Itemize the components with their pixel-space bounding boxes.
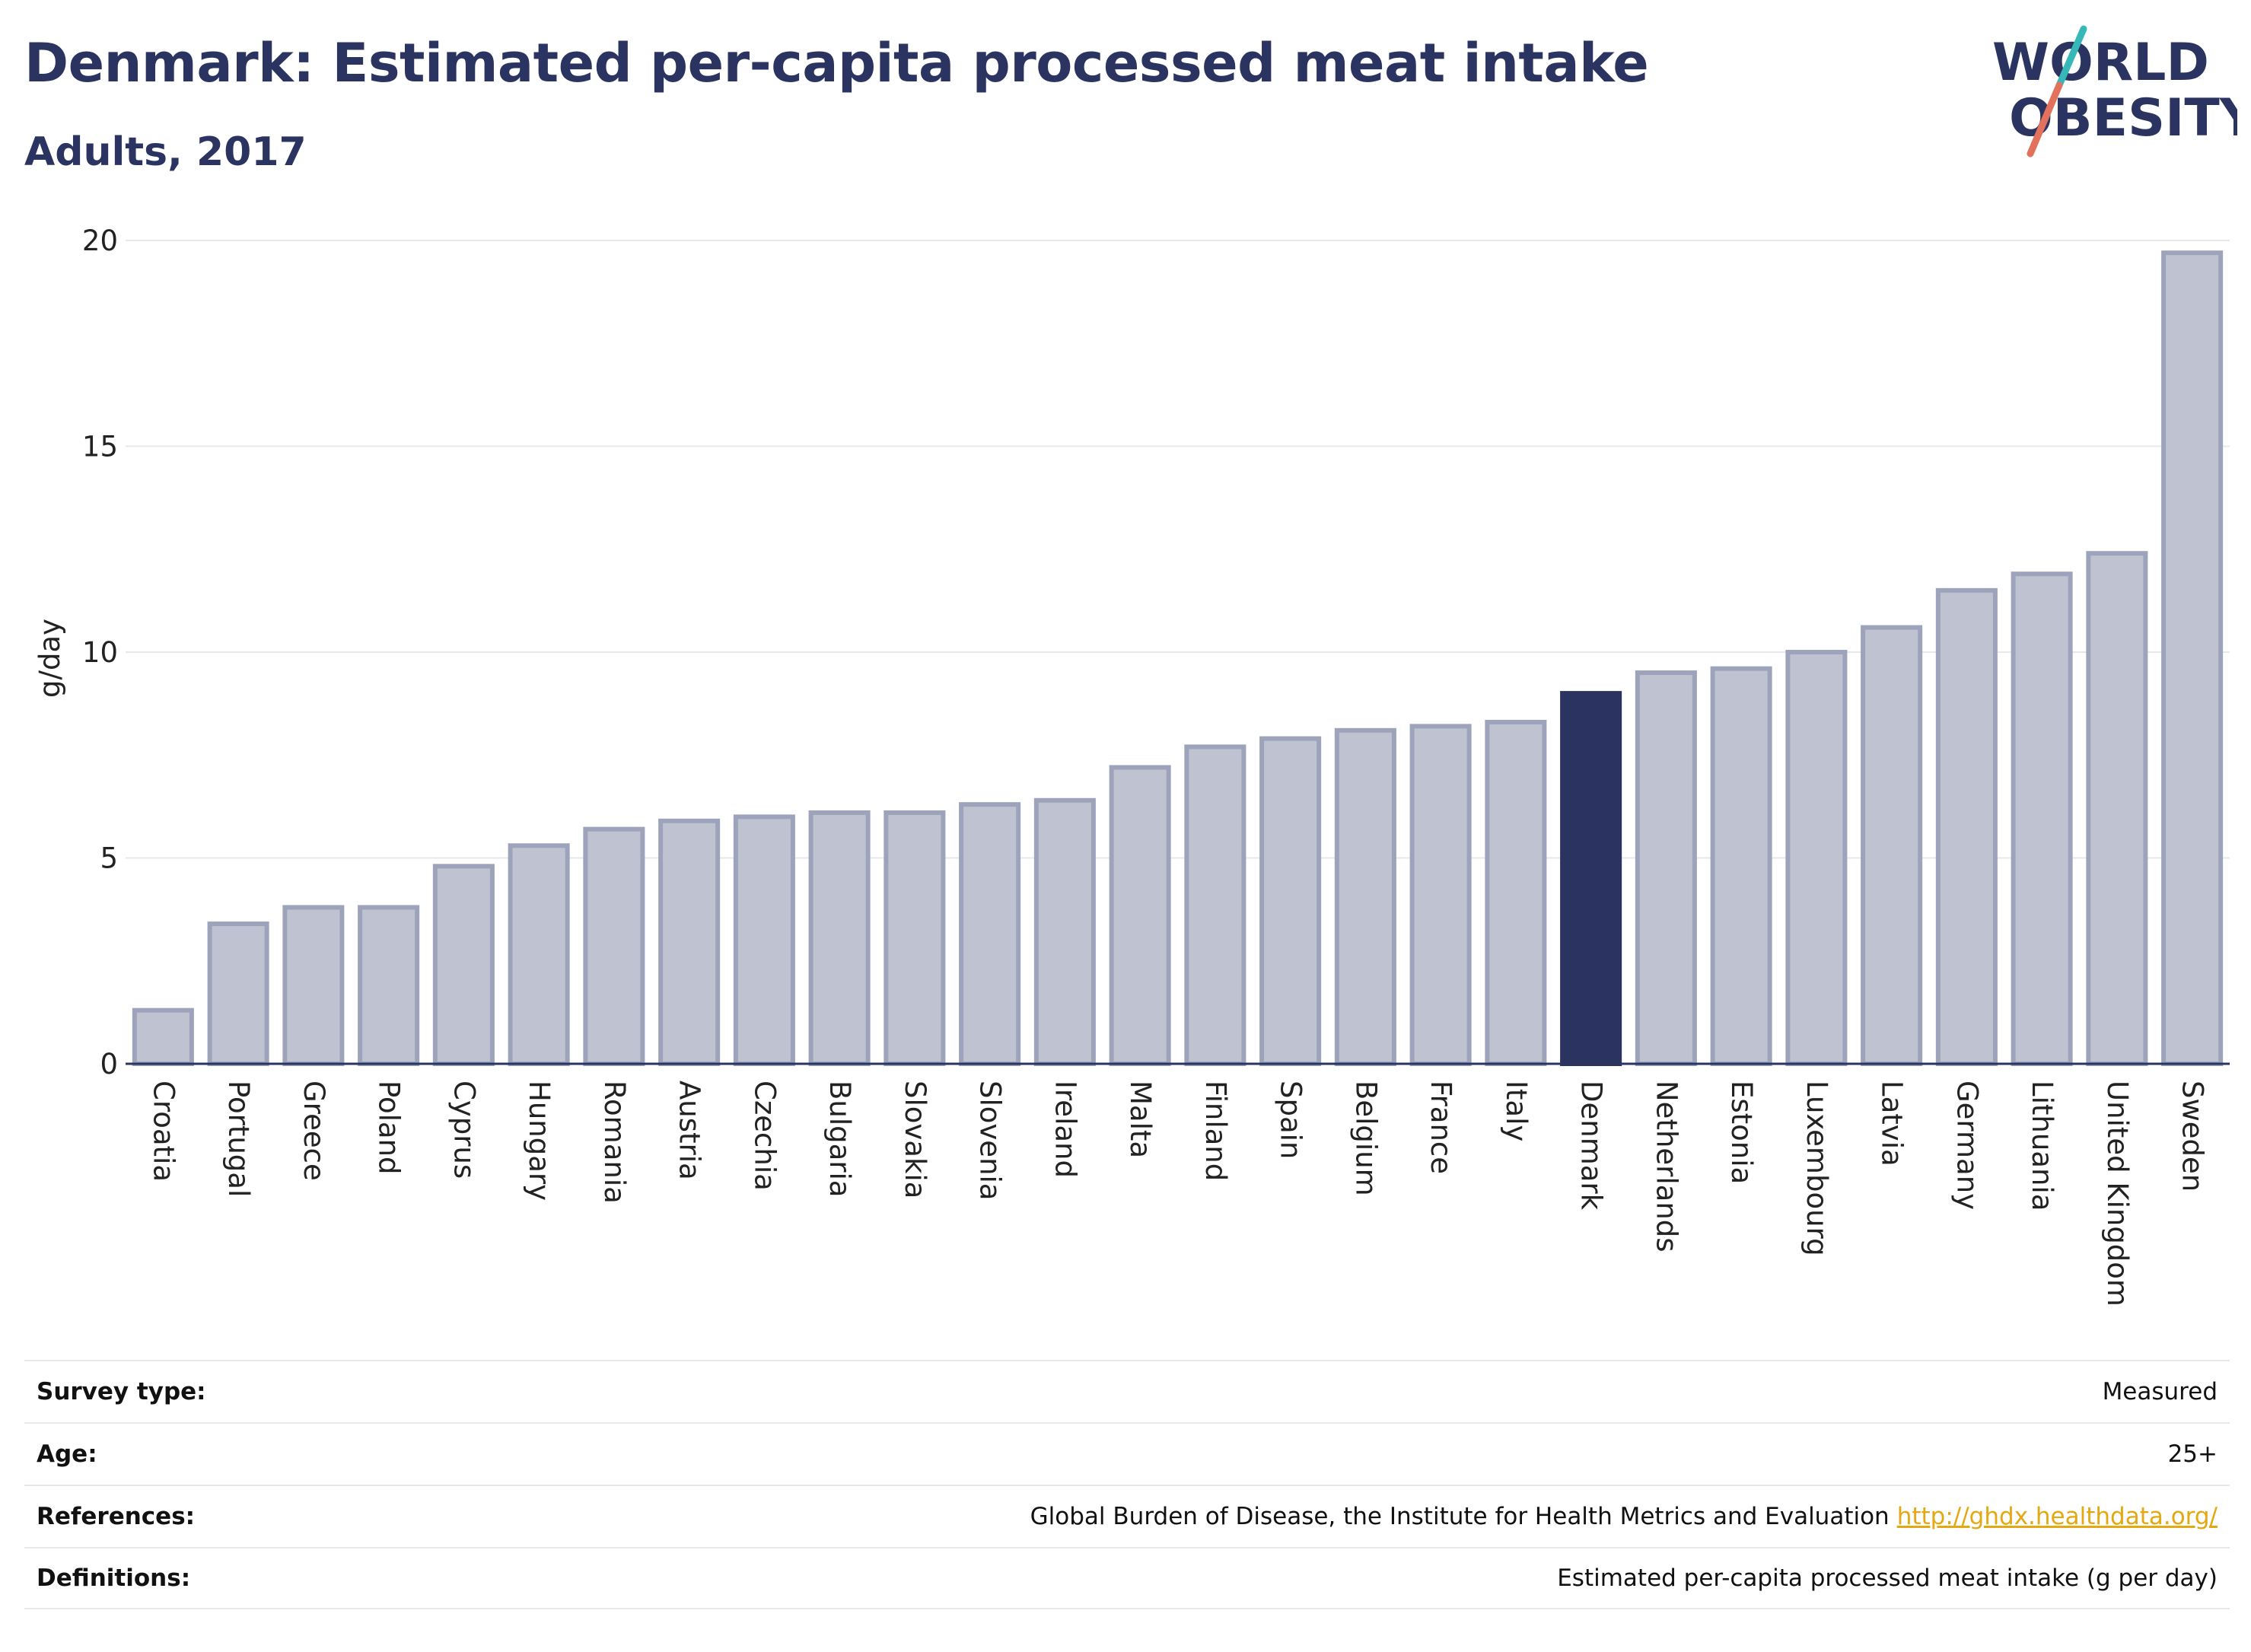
definitions-value: Estimated per-capita processed meat inta… xyxy=(1557,1564,2218,1592)
definitions-label: Definitions: xyxy=(37,1564,191,1592)
bar-germany xyxy=(1935,587,1998,1066)
y-tick-label: 15 xyxy=(82,431,118,463)
y-tick-label: 0 xyxy=(100,1048,118,1081)
x-tick-label: Latvia xyxy=(1876,1081,1909,1167)
bar-lithuania xyxy=(2011,571,2073,1066)
bar-sweden xyxy=(2161,250,2224,1067)
meta-row-age: Age: 25+ xyxy=(24,1422,2230,1485)
x-tick-label: Bulgaria xyxy=(823,1081,856,1197)
page-subtitle: Adults, 2017 xyxy=(24,129,307,175)
bar-united-kingdom xyxy=(2086,551,2148,1067)
x-tick-label: France xyxy=(1425,1081,1457,1174)
bar-chart: 0 5 10 15 20 g/day Croatia Portugal Greece Poland… xyxy=(33,224,2230,1307)
bar-czechia xyxy=(733,814,795,1067)
world-obesity-logo: WORLD OBESITY xyxy=(1986,23,2251,160)
bar-spain xyxy=(1259,736,1322,1066)
references-label: References: xyxy=(37,1503,196,1530)
survey-type-label: Survey type: xyxy=(37,1378,206,1405)
bar-slovenia xyxy=(959,802,1021,1066)
logo-line2: OBESITY xyxy=(2009,88,2237,148)
x-tick-label: Hungary xyxy=(523,1081,556,1201)
y-tick-label: 20 xyxy=(82,224,118,257)
bar-greece xyxy=(282,905,345,1066)
x-tick-label: Belgium xyxy=(1349,1081,1382,1196)
logo-line1: WORLD xyxy=(1992,33,2209,93)
x-tick-label: Sweden xyxy=(2176,1081,2209,1192)
bar-bulgaria xyxy=(808,810,871,1066)
y-axis-label: g/day xyxy=(33,619,66,698)
x-tick-label: Romania xyxy=(598,1081,631,1204)
bar-luxembourg xyxy=(1785,650,1848,1066)
bar-finland xyxy=(1184,744,1246,1066)
bar-france xyxy=(1409,724,1472,1066)
age-value: 25+ xyxy=(2167,1440,2218,1468)
x-tick-label: Cyprus xyxy=(447,1081,480,1179)
bar-malta xyxy=(1109,765,1171,1066)
bar-cyprus xyxy=(432,864,495,1066)
y-tick-label: 10 xyxy=(82,636,118,669)
x-tick-label: Malta xyxy=(1124,1081,1157,1158)
metadata-table: Survey type: Measured Age: 25+ Reference… xyxy=(24,1360,2230,1609)
x-tick-label: Greece xyxy=(298,1081,330,1181)
logo-graphic: WORLD OBESITY xyxy=(1992,25,2251,158)
x-tick-label: Luxembourg xyxy=(1800,1081,1833,1256)
x-tick-label: Lithuania xyxy=(2026,1081,2058,1211)
bar-belgium xyxy=(1334,727,1396,1066)
meta-row-references: References: Global Burden of Disease, th… xyxy=(24,1485,2230,1547)
bar-estonia xyxy=(1710,666,1772,1066)
x-tick-label: Slovenia xyxy=(974,1081,1007,1200)
x-tick-label: Poland xyxy=(373,1081,406,1175)
bar-portugal xyxy=(207,921,269,1066)
logo-slash-top xyxy=(2055,25,2087,89)
bar-ireland xyxy=(1033,797,1096,1066)
x-tick-label: Ireland xyxy=(1049,1081,1081,1178)
references-value: Global Burden of Disease, the Institute … xyxy=(1030,1503,2218,1530)
x-tick-label: Finland xyxy=(1199,1081,1232,1181)
bar-italy xyxy=(1485,719,1547,1066)
x-tick-label: Czechia xyxy=(748,1081,781,1191)
x-tick-label: Austria xyxy=(673,1081,706,1180)
bar-denmark xyxy=(1560,691,1622,1066)
survey-type-value: Measured xyxy=(2102,1378,2218,1405)
bar-netherlands xyxy=(1635,670,1697,1066)
logo-slash-bottom xyxy=(2027,81,2063,158)
x-tick-label: Croatia xyxy=(147,1081,180,1182)
x-tick-label: Slovakia xyxy=(899,1081,931,1198)
bar-latvia xyxy=(1861,625,1923,1066)
references-link[interactable]: http://ghdx.healthdata.org/ xyxy=(1896,1503,2218,1530)
x-tick-label: Estonia xyxy=(1725,1081,1758,1184)
x-tick-label: Italy xyxy=(1500,1081,1533,1141)
bar-slovakia xyxy=(884,810,946,1066)
bar-poland xyxy=(358,905,420,1066)
x-tick-label: Spain xyxy=(1275,1081,1307,1159)
page-title: Denmark: Estimated per-capita processed … xyxy=(24,32,1649,94)
age-label: Age: xyxy=(37,1440,97,1468)
x-tick-label: United Kingdom xyxy=(2101,1081,2134,1307)
meta-row-definitions: Definitions: Estimated per-capita proces… xyxy=(24,1547,2230,1609)
x-tick-label: Denmark xyxy=(1575,1081,1608,1211)
y-tick-label: 5 xyxy=(100,842,118,875)
x-tick-label: Netherlands xyxy=(1650,1081,1683,1253)
meta-row-survey-type: Survey type: Measured xyxy=(24,1360,2230,1422)
x-tick-label: Germany xyxy=(1950,1081,1983,1210)
references-text: Global Burden of Disease, the Institute … xyxy=(1030,1503,1890,1530)
bar-romania xyxy=(583,826,645,1066)
bar-austria xyxy=(658,818,721,1066)
x-tick-label: Portugal xyxy=(222,1081,255,1197)
bar-croatia xyxy=(132,1007,194,1067)
bar-hungary xyxy=(508,843,570,1067)
